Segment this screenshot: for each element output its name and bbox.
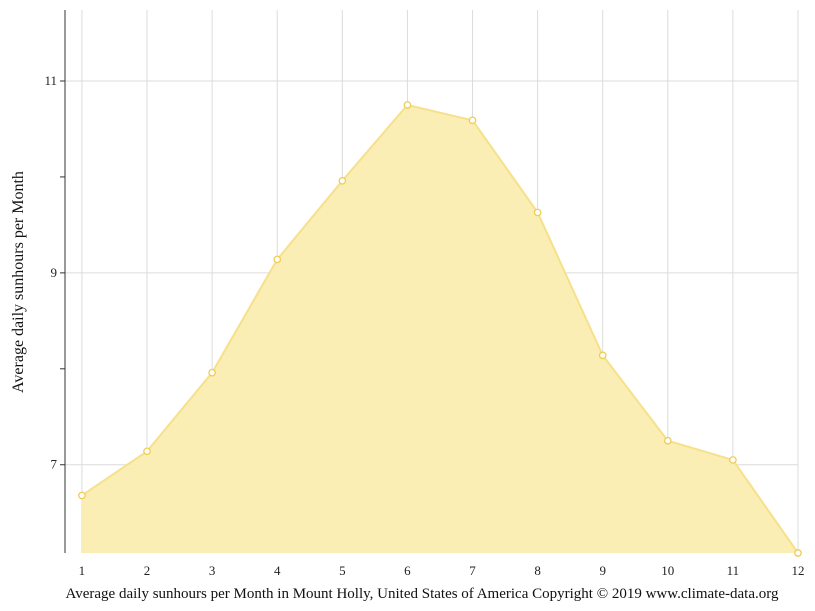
data-point-month-2	[143, 447, 151, 456]
data-point-month-6	[403, 101, 412, 109]
x-tick-label-12: 12	[792, 563, 805, 578]
x-tick-label-1: 1	[79, 563, 86, 578]
axes	[60, 10, 66, 553]
series-line	[81, 103, 799, 554]
data-point-month-4	[273, 255, 282, 264]
x-tick-label-8: 8	[534, 563, 541, 578]
area-fill	[81, 104, 798, 553]
data-point-month-8	[533, 208, 542, 217]
x-tick-label-7: 7	[469, 563, 476, 578]
data-point-month-7	[468, 116, 477, 125]
y-tick-label-9: 9	[51, 265, 58, 280]
x-tick-label-3: 3	[209, 563, 216, 578]
x-tick-label-4: 4	[274, 563, 281, 578]
y-axis-title: Average daily sunhours per Month	[10, 171, 27, 393]
x-tick-label-2: 2	[144, 563, 151, 578]
x-tick-label-11: 11	[727, 563, 740, 578]
y-tick-label-7: 7	[51, 457, 58, 472]
x-tick-label-5: 5	[339, 563, 346, 578]
data-point-month-9	[598, 351, 607, 360]
area-series	[81, 103, 799, 554]
x-tick-label-9: 9	[599, 563, 606, 578]
x-tick-label-10: 10	[661, 563, 674, 578]
data-point-month-11	[729, 456, 737, 464]
x-tick-label-6: 6	[404, 563, 411, 578]
data-point-month-5	[338, 176, 347, 185]
data-point-month-1	[78, 491, 86, 500]
data-point-month-10	[663, 436, 672, 445]
y-tick-label-11: 11	[44, 73, 57, 88]
data-point-month-3	[208, 368, 216, 377]
data-points	[78, 101, 802, 557]
data-point-month-12	[794, 549, 802, 557]
chart-caption: Average daily sunhours per Month in Moun…	[66, 586, 779, 602]
